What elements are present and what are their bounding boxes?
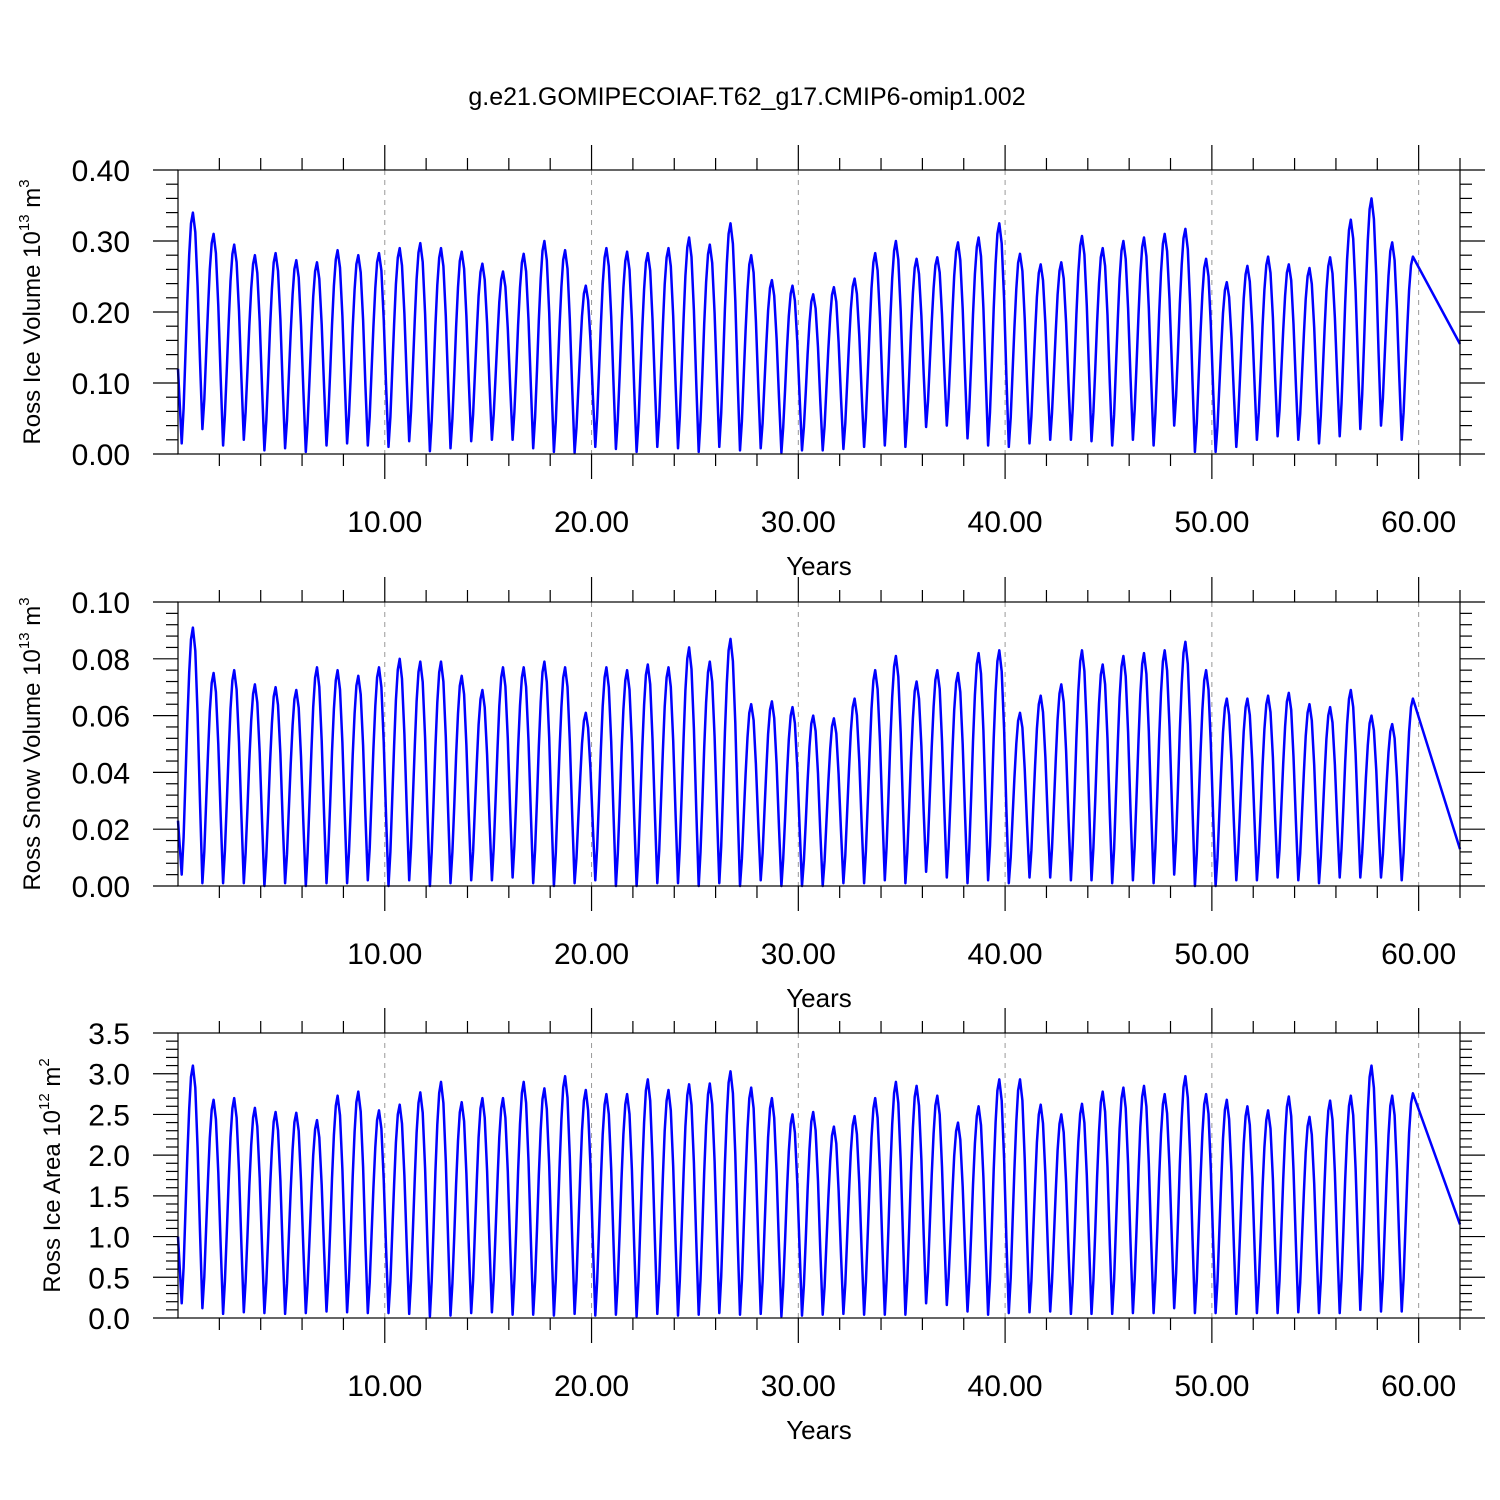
y-tick-label: 0.02 <box>72 814 130 847</box>
y-tick-label: 0.10 <box>72 587 130 620</box>
y-axis-label-main: Ross Ice Volume 10 <box>19 231 46 444</box>
y-tick-label: 0.06 <box>72 701 130 734</box>
x-tick-label: 50.00 <box>1174 1370 1249 1403</box>
y-axis-label-unit-exponent: 3 <box>16 179 33 187</box>
y-tick-label: 2.5 <box>88 1099 130 1132</box>
plot-frame <box>177 1032 1461 1319</box>
y-tick-label: 3.0 <box>88 1059 130 1092</box>
x-axis-label: Years <box>786 983 852 1013</box>
y-axis-label-unit: m <box>19 188 46 215</box>
x-tick-label: 20.00 <box>554 506 629 539</box>
y-tick-label: 0.00 <box>72 871 130 904</box>
y-tick-label: 0.20 <box>72 297 130 330</box>
y-tick-label: 1.0 <box>88 1222 130 1255</box>
x-tick-label: 40.00 <box>968 1370 1043 1403</box>
y-axis-label-unit-exponent: 2 <box>36 1058 53 1066</box>
x-tick-label: 50.00 <box>1174 938 1249 971</box>
chart-panel-3: 10.00 20.00 30.00 40.00 50.00 60.00 Years 0.0 0.… <box>36 1008 1485 1445</box>
y-tick-label: 0.08 <box>72 644 130 677</box>
chart-panel-1: 10.00 20.00 30.00 40.00 50.00 60.00 Years 0.00 0… <box>16 145 1485 581</box>
x-tick-label: 60.00 <box>1381 938 1456 971</box>
figure-title: g.e21.GOMIPECOIAF.T62_g17.CMIP6-omip1.00… <box>468 83 1025 111</box>
y-tick-label: 0.0 <box>88 1303 130 1336</box>
x-tick-label: 40.00 <box>968 938 1043 971</box>
y-tick-label: 1.5 <box>88 1181 130 1214</box>
x-tick-label: 30.00 <box>761 938 836 971</box>
x-tick-label: 30.00 <box>761 506 836 539</box>
x-tick-label: 10.00 <box>347 506 422 539</box>
x-axis-label: Years <box>786 1415 852 1445</box>
x-tick-label: 10.00 <box>347 1370 422 1403</box>
x-tick-label: 20.00 <box>554 938 629 971</box>
y-tick-label: 0.5 <box>88 1262 130 1295</box>
panels: 10.00 20.00 30.00 40.00 50.00 60.00Years0.000… <box>16 145 1485 1445</box>
y-tick-label: 3.5 <box>88 1018 130 1051</box>
x-tick-label: 20.00 <box>554 1370 629 1403</box>
chart-panel-2: 10.00 20.00 30.00 40.00 50.00 60.00 Years 0.00 0… <box>16 577 1485 1013</box>
y-axis-label-exponent: 12 <box>36 1093 53 1110</box>
series-line <box>176 1064 1462 1318</box>
y-tick-label: 0.00 <box>72 439 130 472</box>
x-tick-label: 40.00 <box>968 506 1043 539</box>
x-tick-label: 50.00 <box>1174 506 1249 539</box>
y-axis-label-exponent: 13 <box>16 632 33 649</box>
y-tick-label: 0.10 <box>72 368 130 401</box>
x-tick-label: 10.00 <box>347 938 422 971</box>
series-line <box>176 626 1462 888</box>
y-axis-label: Ross Ice Volume 1013 m3 <box>16 179 46 444</box>
y-tick-label: 0.40 <box>72 155 130 188</box>
x-tick-label: 60.00 <box>1381 1370 1456 1403</box>
plot-frame <box>177 601 1461 887</box>
x-tick-label: 60.00 <box>1381 506 1456 539</box>
x-axis-label: Years <box>786 551 852 581</box>
y-axis-label-main: Ross Ice Area 10 <box>39 1110 66 1293</box>
y-axis-label: Ross Ice Area 1012 m2 <box>36 1058 66 1292</box>
series-line <box>176 197 1462 454</box>
y-axis-label-exponent: 13 <box>16 214 33 231</box>
y-axis-label: Ross Snow Volume 1013 m3 <box>16 597 46 890</box>
y-tick-label: 2.0 <box>88 1140 130 1173</box>
y-tick-label: 0.04 <box>72 757 130 790</box>
x-tick-label: 30.00 <box>761 1370 836 1403</box>
y-axis-label-unit: m <box>39 1067 66 1094</box>
y-axis-label-unit-exponent: 3 <box>16 597 33 605</box>
y-axis-label-unit: m <box>19 606 46 633</box>
y-axis-label-main: Ross Snow Volume 10 <box>19 649 46 890</box>
y-tick-label: 0.30 <box>72 226 130 259</box>
